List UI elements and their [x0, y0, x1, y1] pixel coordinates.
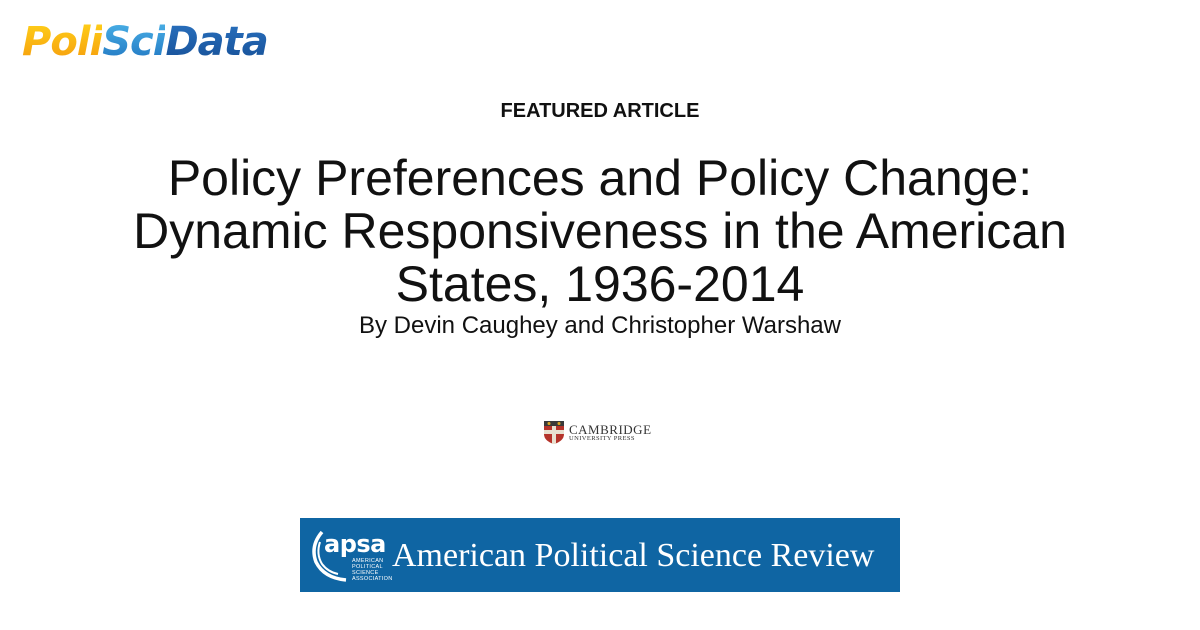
cambridge-university-press-logo: CAMBRIDGE UNIVERSITY PRESS	[544, 421, 652, 444]
publisher-name: CAMBRIDGE	[569, 421, 652, 437]
apsa-sub-line: POLITICAL	[352, 564, 383, 570]
logo-part-sci: Sci	[102, 19, 166, 65]
logo-part-data: Data	[165, 19, 268, 65]
apsa-arc-icon	[312, 530, 347, 582]
cambridge-shield-icon	[544, 421, 564, 444]
journal-name: American Political Science Review	[392, 537, 875, 574]
title-line: States, 1936-2014	[395, 256, 805, 312]
apsa-wordmark: apsa	[324, 530, 386, 558]
apsr-journal-banner[interactable]: apsa AMERICAN POLITICAL SCIENCE ASSOCIAT…	[300, 518, 900, 592]
publisher-subname: UNIVERSITY PRESS	[569, 434, 635, 442]
title-line: Policy Preferences and Policy Change:	[167, 150, 1033, 206]
apsa-sub-line: AMERICAN	[352, 558, 384, 564]
featured-label: FEATURED ARTICLE	[500, 100, 700, 122]
logo-part-poli: Poli	[22, 19, 103, 65]
title-line: Dynamic Responsiveness in the American	[133, 203, 1067, 259]
article-title: Policy Preferences and Policy Change: Dy…	[60, 152, 1140, 311]
apsa-subtitle: AMERICAN POLITICAL SCIENCE ASSOCIATION	[352, 558, 392, 582]
apsa-sub-line: SCIENCE	[352, 570, 379, 576]
article-byline: By Devin Caughey and Christopher Warshaw	[358, 312, 841, 339]
poliscidata-logo[interactable]: PoliSciData	[22, 18, 269, 66]
apsa-sub-line: ASSOCIATION	[352, 576, 393, 582]
